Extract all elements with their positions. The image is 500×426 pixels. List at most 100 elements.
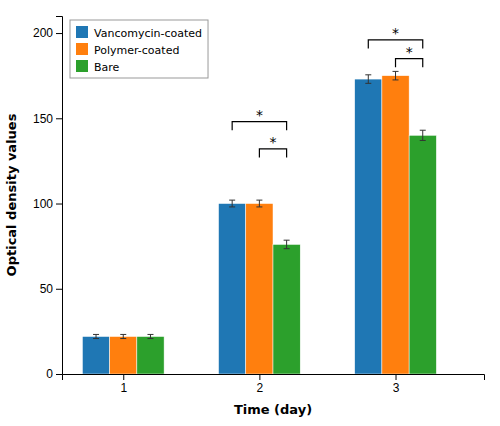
- error-bar-cap: [284, 240, 290, 241]
- legend-item: Bare: [76, 60, 120, 74]
- legend-label: Vancomycin-coated: [94, 27, 202, 40]
- x-tick: 2: [257, 374, 264, 395]
- bar: [246, 204, 273, 374]
- x-axis-line: [63, 375, 485, 381]
- error-bar: [284, 240, 290, 249]
- error-bar-stem: [395, 71, 396, 80]
- bar: [219, 204, 246, 374]
- error-bar-stem: [96, 334, 97, 338]
- y-axis: 0 50 100 150 200: [33, 17, 63, 382]
- legend: Vancomycin-coated Polymer-coated Bare: [70, 20, 208, 78]
- y-tick-mark: [56, 289, 62, 290]
- error-bar-cap: [393, 79, 399, 80]
- x-tick: 1: [120, 374, 127, 395]
- error-bar-stem: [123, 334, 124, 338]
- legend-swatch: [76, 60, 88, 72]
- error-bar-cap: [420, 140, 426, 141]
- error-bar-cap: [420, 130, 426, 131]
- y-tick-label: 50: [40, 282, 54, 296]
- legend-box: [70, 20, 208, 78]
- error-bar-stem: [422, 130, 423, 140]
- y-tick-label: 150: [33, 112, 53, 126]
- error-bar: [256, 200, 262, 207]
- x-tick-mark: [123, 374, 124, 380]
- x-tick: 3: [393, 374, 400, 395]
- error-bar-cap: [256, 206, 262, 207]
- error-bar-cap: [229, 206, 235, 207]
- error-bar-cap: [147, 338, 153, 339]
- series: [110, 71, 409, 374]
- x-tick-label: 1: [120, 381, 127, 395]
- error-bar-cap: [284, 248, 290, 249]
- x-tick-mark: [396, 374, 397, 380]
- y-tick-label: 0: [46, 367, 53, 381]
- error-bar-cap: [147, 334, 153, 335]
- error-bar: [393, 71, 399, 80]
- y-tick-mark: [56, 204, 62, 205]
- x-tick-label: 2: [257, 381, 264, 395]
- plot: 1 2 3 0 50 100 150 200 * * * * Vancomycin-coated Poly…: [33, 17, 485, 395]
- significance-label: *: [256, 107, 263, 123]
- error-bar-cap: [229, 200, 235, 201]
- error-bar: [93, 334, 99, 338]
- error-bar-stem: [232, 200, 233, 207]
- error-bar: [420, 130, 426, 140]
- x-tick-mark: [259, 374, 260, 380]
- error-bar: [365, 75, 371, 84]
- error-bar: [147, 334, 153, 338]
- error-bar-cap: [256, 200, 262, 201]
- legend-item: Vancomycin-coated: [76, 26, 202, 40]
- error-bar-cap: [93, 334, 99, 335]
- legend-label: Polymer-coated: [94, 44, 179, 57]
- chart: 1 2 3 0 50 100 150 200 * * * * Vancomycin-coated Poly…: [0, 0, 500, 426]
- y-tick: 50: [40, 282, 62, 296]
- error-bar-stem: [150, 334, 151, 338]
- y-tick-label: 200: [33, 26, 53, 40]
- series: [82, 75, 381, 374]
- significance-label: *: [406, 44, 413, 60]
- y-tick: 100: [33, 197, 62, 211]
- annotations: * * * *: [232, 25, 423, 158]
- significance-bracket: [232, 122, 286, 131]
- x-axis: 1 2 3: [63, 374, 485, 395]
- bar: [110, 336, 137, 374]
- y-tick-mark: [56, 33, 62, 34]
- error-bar-stem: [286, 240, 287, 249]
- legend-swatch: [76, 26, 88, 38]
- y-axis-title: Optical density values: [4, 113, 19, 276]
- significance-bracket: [368, 40, 422, 49]
- significance-label: *: [270, 134, 277, 150]
- significance-bracket: [396, 59, 423, 68]
- error-bar-cap: [365, 74, 371, 75]
- error-bar-stem: [259, 200, 260, 207]
- bar: [273, 244, 300, 374]
- x-tick-label: 3: [393, 381, 400, 395]
- error-bar: [120, 334, 126, 338]
- error-bar-stem: [368, 75, 369, 84]
- legend-label: Bare: [94, 61, 120, 74]
- y-tick-label: 100: [33, 197, 53, 211]
- legend-swatch: [76, 43, 88, 55]
- bar: [382, 76, 409, 374]
- y-tick: 150: [33, 112, 62, 126]
- bar: [82, 336, 109, 374]
- y-tick: 200: [33, 26, 62, 40]
- x-axis-title: Time (day): [234, 402, 312, 417]
- legend-item: Polymer-coated: [76, 43, 179, 57]
- significance-label: *: [392, 25, 399, 41]
- y-tick-mark: [56, 374, 62, 375]
- series: [137, 130, 436, 374]
- y-tick: 0: [46, 367, 62, 381]
- bar: [355, 79, 382, 374]
- y-tick-mark: [56, 118, 62, 119]
- bar: [409, 135, 436, 374]
- error-bar-cap: [393, 71, 399, 72]
- error-bar-cap: [120, 338, 126, 339]
- y-axis-line: [56, 17, 63, 375]
- error-bar-cap: [120, 334, 126, 335]
- error-bar: [229, 200, 235, 207]
- significance-bracket: [259, 149, 286, 158]
- marks: [82, 71, 436, 374]
- bar: [137, 336, 164, 374]
- error-bar-cap: [365, 83, 371, 84]
